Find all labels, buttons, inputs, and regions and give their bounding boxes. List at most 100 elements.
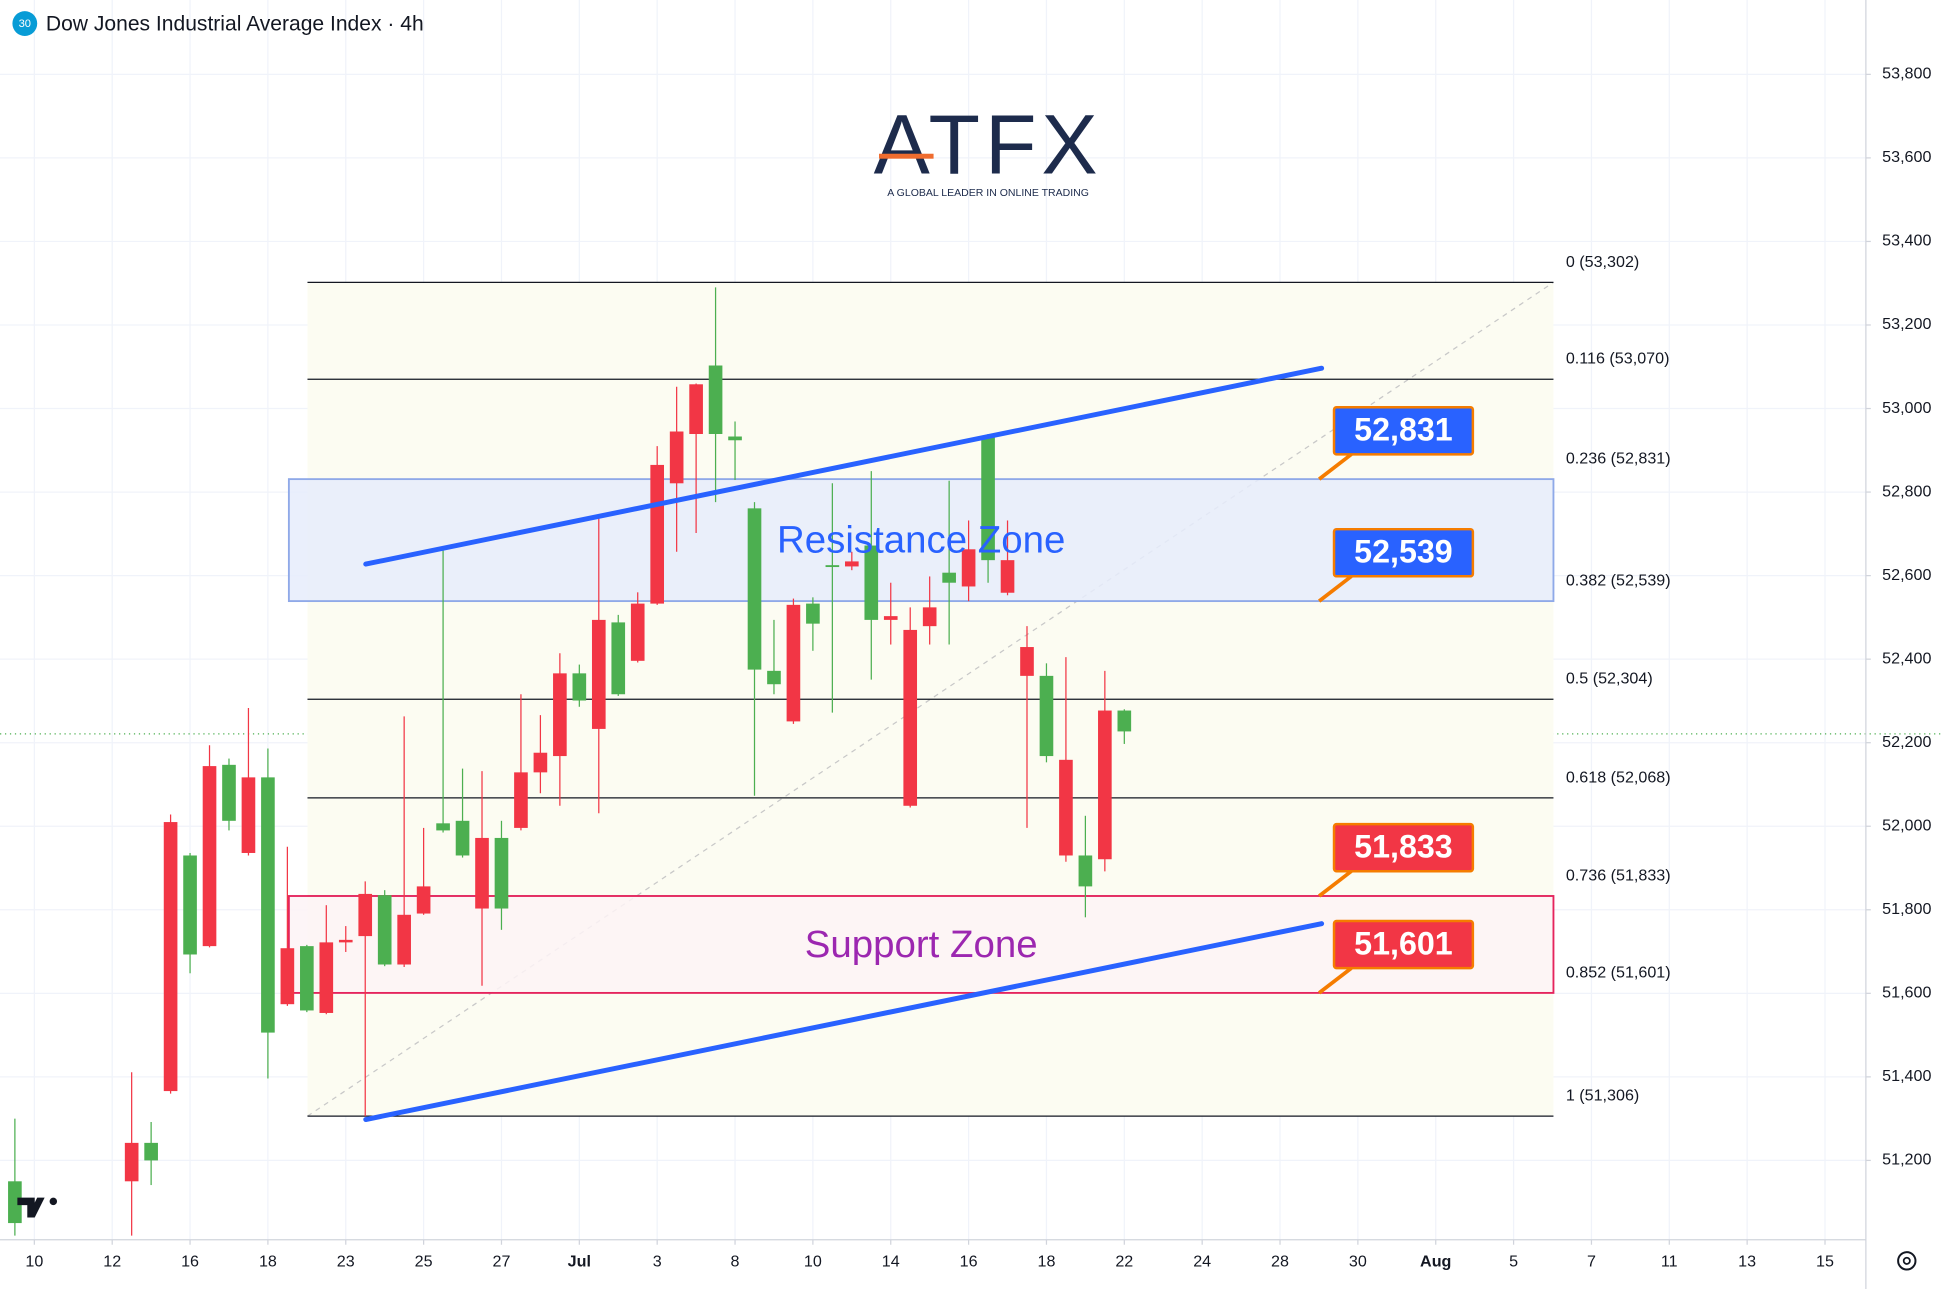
candle-body xyxy=(767,670,781,685)
x-tick-label: 23 xyxy=(337,1252,355,1270)
y-tick-label: 52,000 xyxy=(1882,816,1931,834)
y-tick-label: 52,800 xyxy=(1882,482,1931,500)
candle-body xyxy=(358,893,373,937)
fib-label: 0.736 (51,833) xyxy=(1566,866,1671,884)
y-tick-label: 53,000 xyxy=(1882,399,1931,417)
candle-body xyxy=(864,545,879,620)
candle-body xyxy=(903,629,918,806)
badge-text: 30 xyxy=(19,18,31,30)
candle-body xyxy=(728,436,742,441)
price-tag-pointer xyxy=(1318,966,1353,995)
x-tick-label: 16 xyxy=(181,1252,199,1270)
x-tick-label: 18 xyxy=(259,1252,277,1270)
badge xyxy=(12,11,38,36)
x-tick-label: 25 xyxy=(415,1252,433,1270)
price-tag-label: 52,539 xyxy=(1354,533,1453,569)
candle-body xyxy=(319,942,334,1013)
candle-body xyxy=(300,946,314,1011)
candle-body xyxy=(1078,855,1093,887)
x-tick-label: 15 xyxy=(1816,1252,1834,1270)
candle-body xyxy=(1098,710,1112,860)
x-tick-label: 5 xyxy=(1509,1252,1518,1270)
settings[interactable] xyxy=(1897,1251,1917,1271)
candle-body xyxy=(981,436,995,561)
zone-label: Support Zone xyxy=(805,923,1038,966)
y-tick-label: 52,200 xyxy=(1882,733,1931,751)
title: Dow Jones Industrial Average Index · 4h xyxy=(46,12,424,35)
x-tick-label: 10 xyxy=(25,1252,43,1270)
candle-body xyxy=(416,886,431,914)
candle-body xyxy=(553,673,567,757)
fib-label: 1 (51,306) xyxy=(1566,1087,1639,1105)
y-tick-label: 51,800 xyxy=(1882,900,1931,918)
candle-body xyxy=(942,572,956,583)
fib-label: 0.236 (52,831) xyxy=(1566,450,1671,468)
candle-body xyxy=(611,622,626,695)
candle-body xyxy=(338,939,353,943)
logo-name: ATFX xyxy=(874,98,1103,192)
candle-body xyxy=(1000,560,1015,593)
candle-body xyxy=(144,1142,158,1161)
fib-label: 0.618 (52,068) xyxy=(1566,768,1671,786)
y-tick-label: 51,600 xyxy=(1882,984,1931,1002)
candle-body xyxy=(124,1142,139,1182)
fib-label: 0.5 (52,304) xyxy=(1566,670,1653,688)
candle-body xyxy=(883,616,898,620)
logo: ATFX A GLOBAL LEADER IN ONLINE TRADING xyxy=(874,98,1103,200)
candle-body xyxy=(222,764,236,821)
price-tag xyxy=(1332,527,1475,578)
candle-body xyxy=(591,619,606,729)
candle-body xyxy=(533,752,548,773)
candle-body xyxy=(961,549,976,587)
candle-body xyxy=(183,855,197,955)
tv-logo-mark xyxy=(17,1197,45,1218)
x-tick-label: 30 xyxy=(1349,1252,1367,1270)
y-tick-label: 52,600 xyxy=(1882,566,1931,584)
candle-body xyxy=(845,561,859,567)
candle-body xyxy=(630,603,645,661)
x-tick-label: 3 xyxy=(653,1252,662,1270)
logo-bar xyxy=(879,153,934,159)
y-tick-label: 53,200 xyxy=(1882,315,1931,333)
trend-line xyxy=(363,921,1325,1123)
x-tick-label: 14 xyxy=(882,1252,900,1270)
price-tag xyxy=(1332,822,1475,873)
candle-body xyxy=(669,431,684,484)
candle-body xyxy=(397,914,411,965)
x-tick-label: 11 xyxy=(1661,1252,1678,1270)
settings-icon[interactable] xyxy=(1897,1251,1917,1271)
x-tick-label: 18 xyxy=(1037,1252,1055,1270)
price-tag-pointer xyxy=(1318,452,1353,481)
y-tick-label: 51,400 xyxy=(1882,1067,1931,1085)
candle-body xyxy=(786,604,801,722)
candle-body xyxy=(825,565,840,568)
candle-body xyxy=(806,603,820,624)
fib-label: 0.116 (53,070) xyxy=(1566,350,1670,368)
candle-body xyxy=(514,772,528,828)
candle-body xyxy=(1039,675,1054,757)
x-tick-label: 16 xyxy=(960,1252,978,1270)
candle-body xyxy=(202,766,217,947)
x-tick-label: 28 xyxy=(1271,1252,1289,1270)
candle-body xyxy=(455,820,470,856)
candle-body xyxy=(922,607,937,627)
x-tick-label: 7 xyxy=(1587,1252,1596,1270)
candle-body xyxy=(280,948,295,1005)
fib-label: 0 (53,302) xyxy=(1566,253,1639,271)
x-tick-label: 10 xyxy=(804,1252,822,1270)
candle-body xyxy=(572,673,587,701)
x-tick-label: 24 xyxy=(1193,1252,1211,1270)
x-tick-label: Aug xyxy=(1420,1252,1451,1270)
candle-body xyxy=(475,837,489,909)
candle-body xyxy=(747,508,762,670)
candle-body xyxy=(1059,759,1073,856)
y-tick-label: 53,800 xyxy=(1882,65,1931,83)
trend-line xyxy=(363,365,1325,567)
fib-label: 0.382 (52,539) xyxy=(1566,572,1671,590)
x-tick-label: Jul xyxy=(568,1252,591,1270)
price-tag-label: 52,831 xyxy=(1354,412,1453,448)
zone-label: Resistance Zone xyxy=(777,519,1065,562)
